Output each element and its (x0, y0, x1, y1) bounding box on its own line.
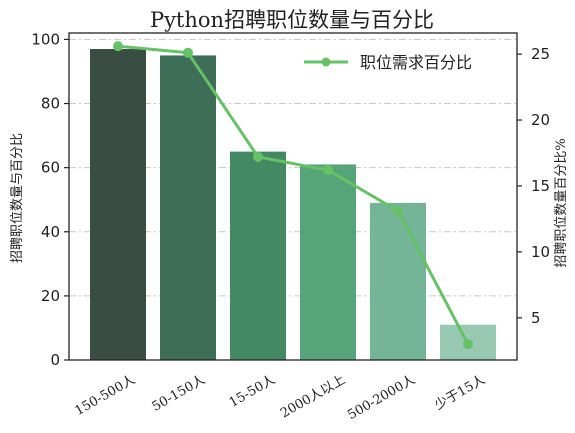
category-label: 15-50人 (227, 372, 278, 410)
right-tick-label: 5 (531, 309, 541, 327)
category-label: 50-150人 (150, 372, 208, 414)
right-tick-label: 10 (531, 243, 550, 261)
left-tick-label: 80 (41, 95, 60, 113)
line-point (393, 206, 403, 217)
legend: 职位需求百分比 (304, 53, 472, 72)
line-point (183, 47, 193, 58)
line-point (323, 165, 333, 176)
right-tick-label: 20 (531, 111, 550, 129)
left-tick-label: 0 (50, 351, 60, 369)
bar (90, 49, 146, 360)
right-y-axis-ticks: 5 10 15 20 25 (517, 45, 550, 327)
right-tick-label: 15 (531, 177, 550, 195)
category-label: 少于15人 (432, 372, 488, 413)
right-y-axis-label: 招聘职位数量百分比% (554, 138, 569, 267)
bar (230, 151, 286, 360)
bar (370, 202, 426, 360)
left-y-axis-label: 招聘职位数量与百分比 (10, 133, 25, 263)
bars (90, 49, 496, 361)
chart-title: Python招聘职位数量与百分比 (150, 8, 434, 32)
legend-marker-swatch (321, 57, 331, 67)
left-tick-label: 100 (31, 30, 60, 48)
left-tick-label: 40 (41, 223, 60, 241)
plot-frame (68, 32, 518, 361)
line-point (113, 41, 123, 52)
line-point (463, 339, 473, 350)
left-tick-label: 60 (41, 159, 60, 177)
category-label: 2000人以上 (278, 372, 348, 421)
bar (160, 55, 216, 361)
legend-label: 职位需求百分比 (360, 53, 472, 72)
left-tick-label: 20 (41, 287, 60, 305)
category-label: 500-2000人 (345, 372, 418, 423)
category-label: 150-500人 (72, 372, 138, 419)
line-point (253, 151, 263, 162)
right-tick-label: 25 (531, 45, 550, 63)
percentage-line-series (113, 41, 473, 350)
bar (300, 164, 356, 360)
left-y-axis-ticks: 0 20 40 60 80 100 (31, 30, 69, 369)
series-line (117, 44, 470, 345)
